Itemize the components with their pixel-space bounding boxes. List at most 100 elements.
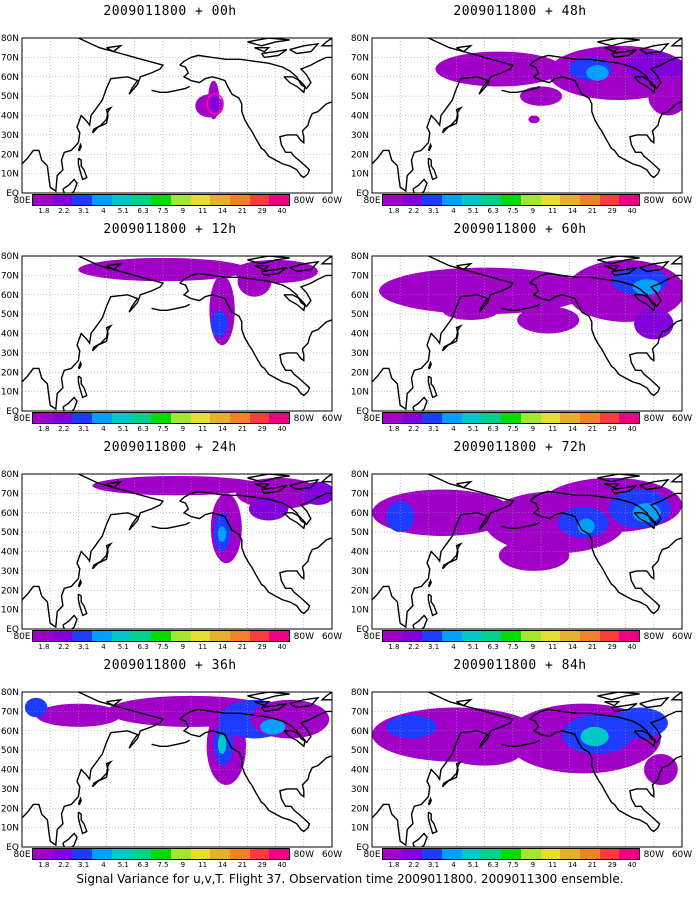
colorbar-swatch bbox=[249, 413, 270, 423]
map-frame bbox=[371, 255, 683, 412]
colorbar: 1.8 2.2 3.1 4 5.1 6.3 7.5 9 11 14 21 29 40 bbox=[32, 194, 290, 216]
colorbar-swatch bbox=[210, 195, 230, 205]
coastline bbox=[179, 718, 332, 833]
coastline bbox=[610, 48, 638, 59]
colorbar: 1.8 2.2 3.1 4 5.1 6.3 7.5 9 11 14 21 29 40 bbox=[32, 848, 290, 870]
variance-shading bbox=[528, 115, 540, 124]
coastline bbox=[77, 796, 82, 806]
colorbar-swatch bbox=[560, 849, 580, 859]
lon-tick-label: 80W bbox=[644, 196, 664, 206]
colorbar-swatch bbox=[442, 195, 462, 205]
colorbar-label: 5.1 bbox=[467, 425, 479, 433]
colorbar-label: 6.3 bbox=[137, 425, 149, 433]
coastline bbox=[62, 832, 78, 847]
coastline bbox=[501, 521, 541, 529]
coastline bbox=[604, 264, 621, 271]
coastline bbox=[427, 593, 438, 617]
lon-tick-label: 80W bbox=[294, 632, 314, 642]
coastline bbox=[456, 480, 473, 489]
map-panel: 2009011800 + 72h 80N 70N 60N 50N 40N 30N 20N 10N… bbox=[350, 436, 692, 651]
coastline bbox=[179, 64, 332, 179]
colorbar-label: 6.3 bbox=[487, 861, 499, 869]
coastline bbox=[106, 44, 123, 53]
panel-title: 2009011800 + 72h bbox=[453, 440, 587, 455]
colorbar-swatch bbox=[579, 631, 600, 641]
coastline bbox=[77, 142, 82, 152]
variance-shading bbox=[517, 306, 580, 334]
variance-shading bbox=[449, 742, 520, 766]
lon-tick-label: 60W bbox=[322, 196, 342, 206]
variance-shading bbox=[260, 719, 286, 735]
lat-tick-label: 80N bbox=[1, 470, 19, 480]
colorbar-swatch bbox=[560, 631, 580, 641]
map-panel: 2009011800 + 48h 80N 70N 60N 50N 40N 30N 20N 10N… bbox=[350, 0, 692, 215]
colorbar-label: 1.8 bbox=[388, 425, 400, 433]
lon-tick-label: 80W bbox=[294, 850, 314, 860]
colorbar-swatch bbox=[422, 849, 443, 859]
colorbar-swatch bbox=[170, 849, 191, 859]
colorbar-label: 21 bbox=[237, 207, 247, 215]
colorbar-label: 21 bbox=[237, 643, 247, 651]
coastline bbox=[441, 760, 463, 788]
colorbar-label: 29 bbox=[257, 861, 267, 869]
map-plot: 80N70N60N50N40N30N20N10NEQ80E100E120E140… bbox=[1, 34, 342, 206]
colorbar-swatch bbox=[540, 849, 561, 859]
panel-title: 2009011800 + 48h bbox=[453, 4, 587, 19]
variance-shading bbox=[92, 475, 262, 496]
coastline bbox=[639, 260, 670, 273]
coastline bbox=[77, 375, 88, 399]
coastline bbox=[610, 266, 638, 277]
colorbar-label: 9 bbox=[530, 643, 536, 651]
colorbar-swatch bbox=[383, 195, 403, 205]
map-panel: 2009011800 + 84h 80N 70N 60N 50N 40N 30N 20N 10N… bbox=[350, 654, 692, 869]
colorbar-swatch bbox=[599, 413, 620, 423]
coastline bbox=[77, 578, 82, 588]
colorbar-swatch bbox=[481, 631, 502, 641]
colorbar-label: 5.1 bbox=[117, 207, 129, 215]
colorbar-label: 4 bbox=[101, 207, 106, 215]
colorbar-label: 7.5 bbox=[507, 643, 519, 651]
variance-shading bbox=[24, 697, 48, 718]
panel-title: 2009011800 + 60h bbox=[453, 222, 587, 237]
map-panel: 2009011800 + 12h 80N 70N 60N 50N 40N 30N 20N 10N… bbox=[0, 218, 342, 433]
colorbar-label: 40 bbox=[627, 425, 637, 433]
colorbar-swatch bbox=[33, 849, 53, 859]
colorbar-label: 2.2 bbox=[58, 643, 70, 651]
coastline bbox=[501, 303, 541, 311]
colorbar-swatch bbox=[481, 413, 502, 423]
lat-tick-label: 60N bbox=[1, 291, 19, 301]
colorbar-label: 4 bbox=[101, 861, 106, 869]
colorbar-label: 14 bbox=[568, 425, 577, 433]
colorbar-label: 11 bbox=[198, 861, 208, 869]
lat-tick-label: 20N bbox=[351, 586, 369, 596]
colorbar-label: 4 bbox=[101, 425, 106, 433]
colorbar-label: 7.5 bbox=[507, 861, 519, 869]
lat-tick-label: 10N bbox=[351, 388, 369, 398]
colorbar-swatch bbox=[190, 195, 211, 205]
colorbar-swatch bbox=[383, 413, 403, 423]
map-panel: 2009011800 + 24h 80N 70N 60N 50N 40N 30N 20N 10N… bbox=[0, 436, 342, 651]
coastline bbox=[254, 482, 271, 489]
coastline bbox=[91, 324, 113, 352]
flight-track bbox=[206, 93, 224, 115]
colorbar-label: 40 bbox=[277, 861, 287, 869]
coastline bbox=[427, 360, 432, 370]
variance-shading bbox=[498, 539, 570, 571]
colorbar-label: 9 bbox=[530, 861, 536, 869]
coastline bbox=[254, 700, 271, 707]
lat-tick-label: 40N bbox=[1, 330, 19, 340]
colorbar-label: 2.2 bbox=[408, 425, 420, 433]
variance-shading bbox=[36, 703, 121, 727]
colorbar-swatch bbox=[579, 849, 600, 859]
lon-tick-label: 80W bbox=[644, 632, 664, 642]
lon-tick-label: 60W bbox=[672, 414, 692, 424]
coastline bbox=[441, 542, 463, 570]
coastline bbox=[289, 696, 320, 709]
colorbar-swatch bbox=[111, 195, 132, 205]
coastline bbox=[260, 484, 288, 495]
coastline bbox=[427, 811, 438, 835]
colorbar-label: 9 bbox=[180, 207, 186, 215]
colorbar-label: 2.2 bbox=[408, 861, 420, 869]
lat-tick-label: EQ bbox=[6, 189, 19, 199]
colorbar-swatch bbox=[269, 195, 289, 205]
